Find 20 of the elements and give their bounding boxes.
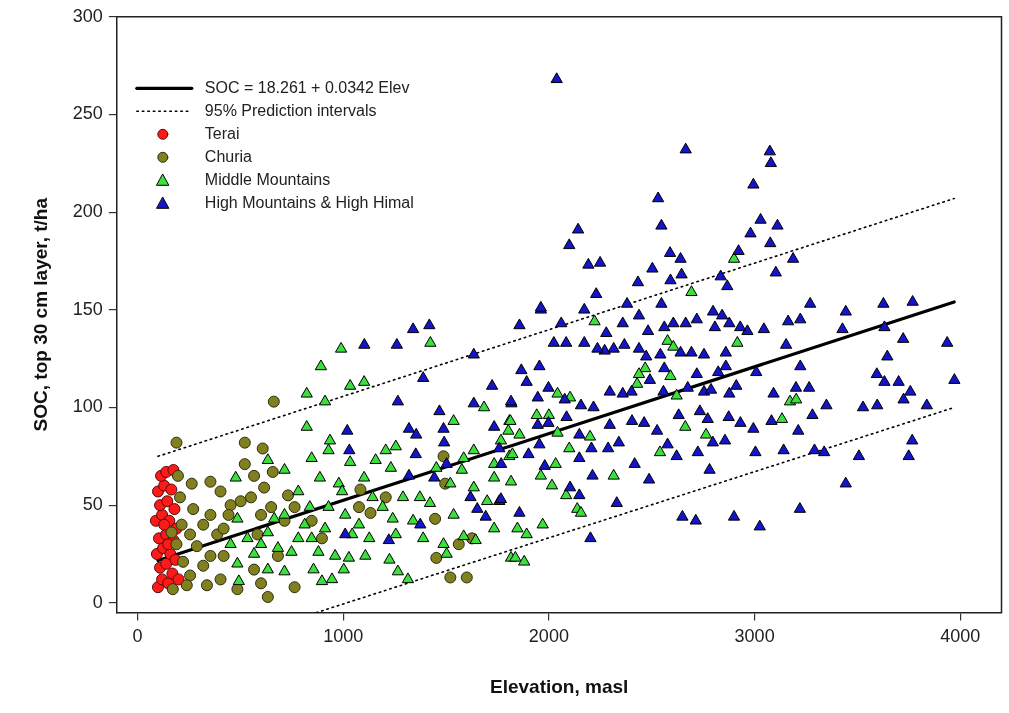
y-tick-label: 50 [82,494,103,515]
legend-label: Terai [204,124,240,142]
x-tick-label: 2000 [528,626,569,647]
x-tick-label: 0 [132,626,143,647]
legend-label: Middle Mountains [204,170,331,188]
legend-label: High Mountains & High Himal [204,193,414,211]
y-tick-label: 300 [72,5,103,26]
y-tick-label: 250 [72,103,103,124]
legend-label: Churia [204,147,253,165]
legend-label: SOC = 18.261 + 0.0342 Elev [204,78,410,96]
x-tick-label: 4000 [940,626,981,647]
x-tick-label: 3000 [734,626,775,647]
y-tick-label: 150 [72,298,103,319]
y-axis-title: SOC, top 30 cm layer, t/ha [29,197,51,432]
y-tick-label: 0 [92,591,103,612]
y-tick-label: 100 [72,396,103,417]
y-tick-label: 200 [72,201,103,222]
legend-label: 95% Prediction intervals [204,101,377,119]
x-axis-title: Elevation, masl [489,675,629,697]
x-tick-label: 1000 [323,626,364,647]
